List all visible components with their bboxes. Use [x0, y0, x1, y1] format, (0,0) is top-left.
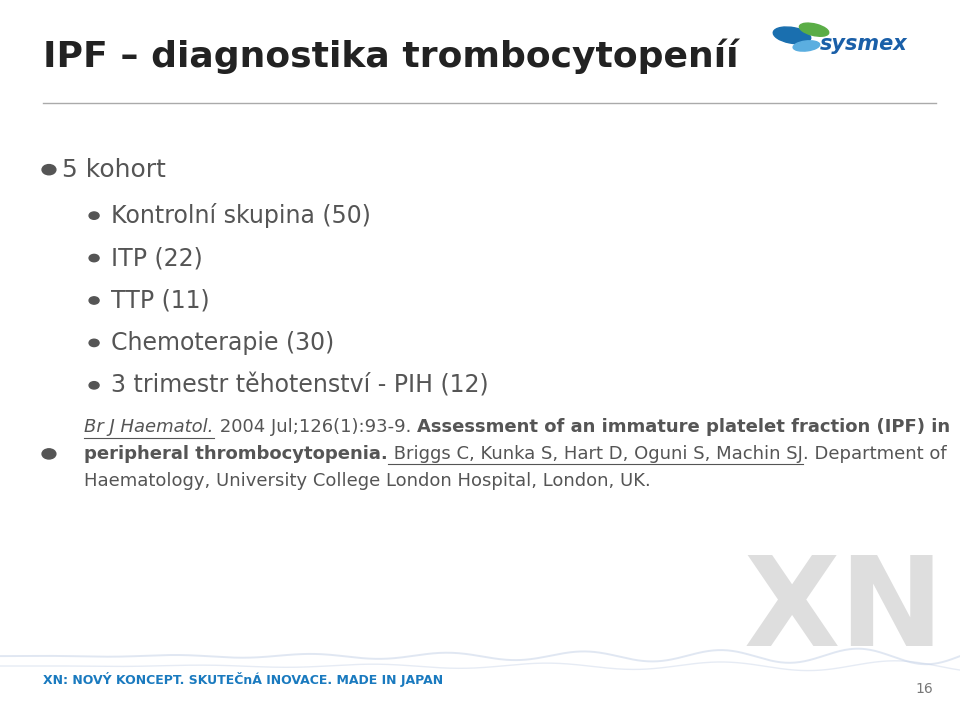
Text: 5 kohort: 5 kohort: [62, 158, 166, 182]
Ellipse shape: [793, 41, 820, 51]
Text: peripheral thrombocytopenia.: peripheral thrombocytopenia.: [84, 445, 388, 463]
Text: Haematology, University College London Hospital, London, UK.: Haematology, University College London H…: [84, 472, 651, 490]
Text: XN: XN: [744, 551, 945, 672]
Text: 3 trimestr těhotenství - PIH (12): 3 trimestr těhotenství - PIH (12): [111, 373, 489, 397]
Text: TTP (11): TTP (11): [111, 288, 210, 312]
Circle shape: [89, 297, 99, 304]
Text: 2004 Jul;126(1):93-9.: 2004 Jul;126(1):93-9.: [214, 418, 417, 436]
Text: XN: NOVÝ KONCEPT. SKUTEČnÁ INOVACE. MADE IN JAPAN: XN: NOVÝ KONCEPT. SKUTEČnÁ INOVACE. MADE…: [43, 672, 444, 687]
Circle shape: [89, 255, 99, 262]
Ellipse shape: [800, 23, 828, 36]
Text: Briggs C, Kunka S, Hart D, Oguni S, Machin SJ: Briggs C, Kunka S, Hart D, Oguni S, Mach…: [388, 445, 804, 463]
Text: Br J Haematol.: Br J Haematol.: [84, 418, 214, 436]
Circle shape: [89, 339, 99, 346]
Text: sysmex: sysmex: [820, 34, 908, 54]
Circle shape: [89, 382, 99, 389]
Circle shape: [89, 212, 99, 219]
Text: Kontrolní skupina (50): Kontrolní skupina (50): [111, 203, 372, 228]
Circle shape: [42, 165, 56, 175]
Text: . Department of: . Department of: [804, 445, 947, 463]
Text: Chemoterapie (30): Chemoterapie (30): [111, 331, 335, 355]
Text: IPF – diagnostika trombocytopeníí: IPF – diagnostika trombocytopeníí: [43, 39, 738, 74]
Ellipse shape: [773, 27, 811, 44]
Text: ITP (22): ITP (22): [111, 246, 204, 270]
Text: 16: 16: [916, 682, 933, 696]
Text: Assessment of an immature platelet fraction (IPF) in: Assessment of an immature platelet fract…: [417, 418, 950, 436]
Circle shape: [42, 449, 56, 459]
